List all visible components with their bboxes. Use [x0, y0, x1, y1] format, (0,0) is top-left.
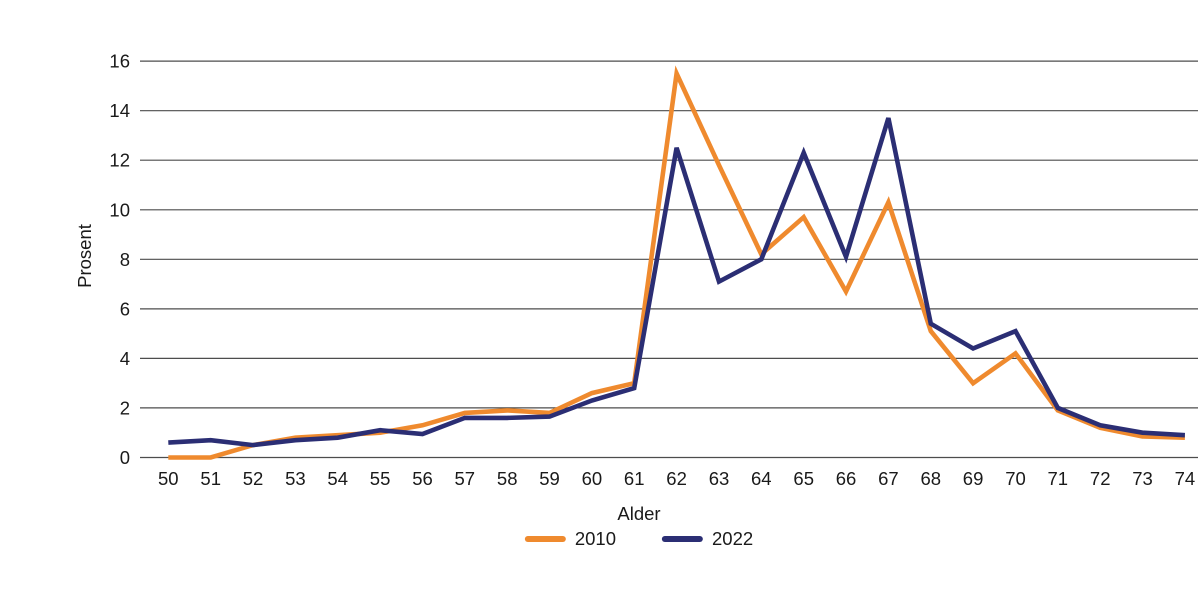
legend-item-2022: 2022	[662, 528, 753, 550]
x-tick-label: 69	[963, 468, 984, 489]
series-line-2022	[168, 117, 1186, 448]
y-tick-label: 8	[120, 249, 130, 270]
x-tick-label: 71	[1048, 468, 1069, 489]
x-tick-label: 67	[878, 468, 899, 489]
x-tick-label: 61	[624, 468, 645, 489]
chart-legend: 2010 2022	[524, 528, 753, 550]
x-tick-label: 58	[497, 468, 518, 489]
y-tick-label: 10	[109, 199, 130, 220]
x-tick-label: 65	[793, 468, 814, 489]
x-tick-label: 53	[285, 468, 306, 489]
x-tick-label: 64	[751, 468, 772, 489]
y-tick-label: 4	[120, 348, 130, 369]
y-tick-label: 14	[109, 100, 130, 121]
y-axis-title: Prosent	[74, 224, 95, 288]
y-tick-label: 16	[109, 51, 130, 72]
x-tick-label: 73	[1132, 468, 1153, 489]
x-tick-label: 59	[539, 468, 560, 489]
y-tick-label: 6	[120, 298, 130, 319]
x-tick-label: 68	[921, 468, 942, 489]
x-tick-label: 72	[1090, 468, 1111, 489]
x-tick-label: 52	[243, 468, 264, 489]
x-tick-label: 66	[836, 468, 857, 489]
x-tick-label: 55	[370, 468, 391, 489]
x-tick-label: 51	[200, 468, 221, 489]
y-tick-label: 12	[109, 150, 130, 171]
legend-label-2010: 2010	[574, 528, 616, 549]
legend-swatch-2022	[662, 536, 703, 542]
line-chart-figure: 0 2 4 6 8 10 12 14 16 50 51 52 53 54 55 56 57 58 59 60 61 62 6…	[40, 16, 1198, 584]
legend-swatch-2010	[524, 536, 566, 542]
x-axis-title: Alder	[617, 503, 661, 524]
legend-label-2022: 2022	[712, 528, 754, 549]
x-tick-label: 56	[412, 468, 433, 489]
y-tick-label: 2	[120, 397, 130, 418]
x-tick-label: 62	[666, 468, 687, 489]
x-tick-label: 57	[455, 468, 476, 489]
x-tick-label: 54	[327, 468, 348, 489]
x-tick-label: 70	[1005, 468, 1026, 489]
x-tick-label: 50	[158, 468, 179, 489]
y-tick-label: 0	[120, 447, 130, 468]
legend-item-2010: 2010	[524, 528, 616, 550]
x-tick-label: 63	[709, 468, 730, 489]
x-tick-label: 74	[1175, 468, 1196, 489]
series-line-2010	[168, 65, 1185, 460]
x-tick-label: 60	[582, 468, 603, 489]
